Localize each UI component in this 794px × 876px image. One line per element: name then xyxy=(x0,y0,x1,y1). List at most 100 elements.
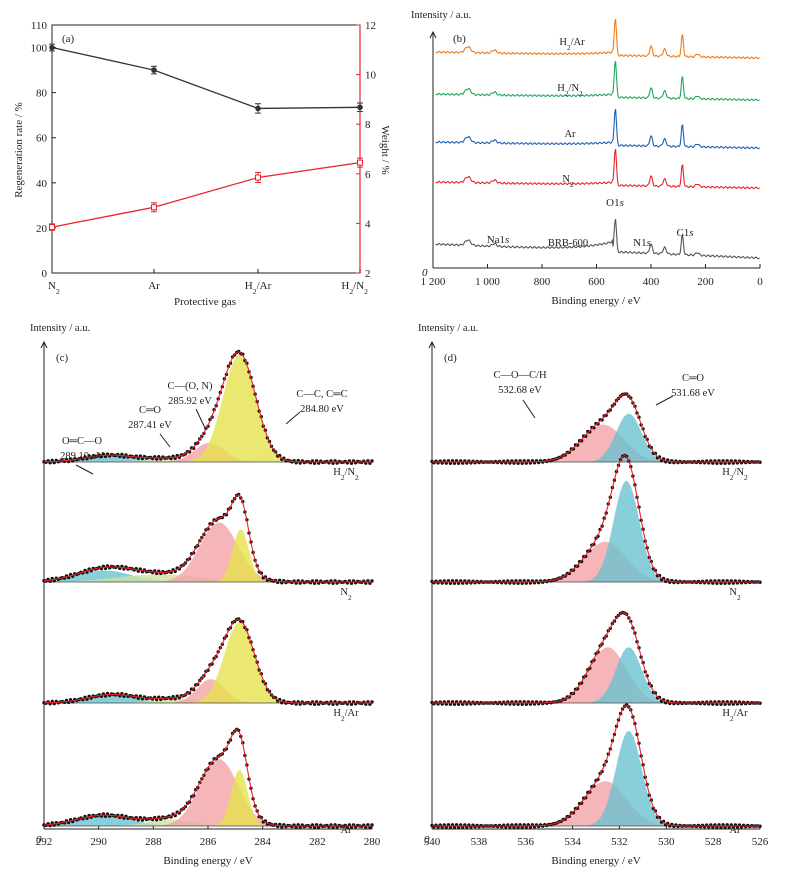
panel-d-sample-label: H2/Ar xyxy=(722,708,748,723)
panel-d-component xyxy=(432,424,760,462)
panel-b-xtick-label: 1 200 xyxy=(421,276,446,288)
panel-c-xtick-label: 282 xyxy=(309,836,326,848)
panel-b-series-label: N2 xyxy=(562,174,574,189)
panel-a-series-line xyxy=(51,161,361,228)
panel-d-xtick-label: 526 xyxy=(752,836,769,848)
panel-d-fit-line xyxy=(432,612,760,704)
panel-d-xtick-label: 532 xyxy=(611,836,628,848)
panel-a-point xyxy=(151,67,157,73)
panel-c-fit-line xyxy=(44,351,372,463)
panel-b-yaxis-arrow xyxy=(429,30,437,39)
panel-d-xtick-label: 528 xyxy=(705,836,722,848)
panel-b-series-line xyxy=(435,148,760,190)
panel-a-ytick-label: 0 xyxy=(42,268,48,280)
panel-a-point xyxy=(49,224,55,231)
panel-b-xtick-label: 0 xyxy=(757,276,763,288)
panel-d-data-point xyxy=(571,691,576,696)
panel-a-ytick-label: 20 xyxy=(36,223,48,235)
panel-c-annotation-arrow xyxy=(195,408,206,429)
panel-c-component xyxy=(44,574,372,582)
panel-b-series-label: Ar xyxy=(564,129,576,140)
panel-c-annotation-value: 284.80 eV xyxy=(300,404,344,415)
panel-c-component xyxy=(44,759,372,826)
panel-a-ytick-label: 40 xyxy=(36,178,48,190)
panel-b-series-label: BRB-600 xyxy=(548,238,588,249)
panel-a-y2label: Weight / % xyxy=(379,125,391,174)
panel-c-component xyxy=(44,455,372,462)
panel-c-annotation-arrow xyxy=(285,411,301,425)
panel-c-xtick-label: 284 xyxy=(254,836,271,848)
panel-c-sample-label: H2/N2 xyxy=(333,467,359,482)
panel-d-xtick-label: 534 xyxy=(564,836,581,848)
panel-a-point xyxy=(357,104,363,111)
panel-b-series-label: H2/Ar xyxy=(559,37,585,52)
panel-a-ytick-label: 60 xyxy=(36,133,48,145)
panel-a-xlabel: Protective gas xyxy=(174,296,236,308)
panel-a-series-line xyxy=(51,46,361,110)
panel-a-tag: (a) xyxy=(62,33,75,45)
panel-d-origin: 0 xyxy=(424,834,430,846)
panel-b-peak-label: N1s xyxy=(633,237,651,249)
panel-c-xtick-label: 280 xyxy=(364,836,381,848)
panel-c-sample-label: H2/Ar xyxy=(333,708,359,723)
panel-b-series-line xyxy=(435,108,760,150)
panel-a-y2tick-label: 4 xyxy=(365,218,371,230)
panel-b-tag: (b) xyxy=(453,33,466,45)
panel-c-annotation-value: 289.10 eV xyxy=(60,451,104,462)
panel-c-annotation-name: O═C—O xyxy=(62,436,103,447)
panel-d-tag: (d) xyxy=(444,352,457,364)
panel-d-annotation-arrow xyxy=(522,399,536,419)
panel-c-sample-label: Ar xyxy=(340,825,352,836)
panel-d-yaxis-arrow xyxy=(428,340,436,349)
panel-c-annotation-value: 287.41 eV xyxy=(128,420,172,431)
panel-d-annotation-name: C═O xyxy=(682,373,704,384)
panel-d-xtick-label: 536 xyxy=(517,836,534,848)
panel-c-xtick-label: 288 xyxy=(145,836,162,848)
panel-d-sample-label: Ar xyxy=(729,825,741,836)
panel-b-xtick-label: 400 xyxy=(643,276,660,288)
panel-a-xtick-label: Ar xyxy=(148,280,160,292)
panel-c-annotation-name: C—C, C═C xyxy=(296,389,347,400)
panel-d-ylabel: Intensity / a.u. xyxy=(418,323,478,334)
panel-a-y2tick-label: 10 xyxy=(365,70,377,82)
panel-c-annotation-name: C—(O, N) xyxy=(168,381,213,392)
panel-d-sample-label: H2/N2 xyxy=(722,467,748,482)
panel-c-annotation-name: C═O xyxy=(139,405,161,416)
panel-b-series-line xyxy=(435,218,760,260)
panel-b-peak-label: C1s xyxy=(676,227,693,239)
panel-a-ytick-label: 110 xyxy=(31,20,48,32)
panel-a-y2tick-label: 6 xyxy=(365,169,371,181)
panel-b-series-line xyxy=(435,60,760,102)
panel-d-component xyxy=(432,541,760,582)
panel-d-xtick-label: 538 xyxy=(471,836,488,848)
panel-a-y2tick-label: 12 xyxy=(365,20,376,32)
panel-d-fit-line xyxy=(432,454,760,583)
panel-d-xtick-label: 540 xyxy=(424,836,441,848)
panel-a-point xyxy=(255,105,261,112)
panel-d-annotation-value: 532.68 eV xyxy=(498,385,542,396)
panel-a-point xyxy=(151,204,157,211)
panel-d-annotation-arrow xyxy=(655,395,674,406)
panel-a-xtick-label: H2/Ar xyxy=(245,280,272,296)
panel-a-y2tick-label: 2 xyxy=(365,268,371,280)
panel-c-fit-line xyxy=(43,728,372,827)
panel-a-point xyxy=(49,44,55,51)
panel-a-ytick-label: 80 xyxy=(36,88,48,100)
panel-d-annotation-value: 531.68 eV xyxy=(671,388,715,399)
panel-a-ytick-label: 100 xyxy=(31,43,48,55)
panel-c-component xyxy=(44,679,372,703)
panel-b-xtick-label: 1 000 xyxy=(475,276,500,288)
panel-d-component xyxy=(432,647,760,703)
panel-c-component xyxy=(44,522,372,582)
panel-c-annotation-arrow xyxy=(159,433,171,448)
panel-c-component xyxy=(44,815,372,826)
panel-a-point xyxy=(255,174,261,181)
panel-c-origin: 0 xyxy=(36,834,42,846)
panel-a-xtick-label: H2/N2 xyxy=(341,280,368,296)
panel-c-annotation-arrow xyxy=(75,464,94,475)
panel-c-annotation-value: 285.92 eV xyxy=(168,396,212,407)
panel-b-series-line xyxy=(435,18,760,60)
panel-c-component xyxy=(44,694,372,703)
panel-b-peak-label: O1s xyxy=(606,197,624,209)
